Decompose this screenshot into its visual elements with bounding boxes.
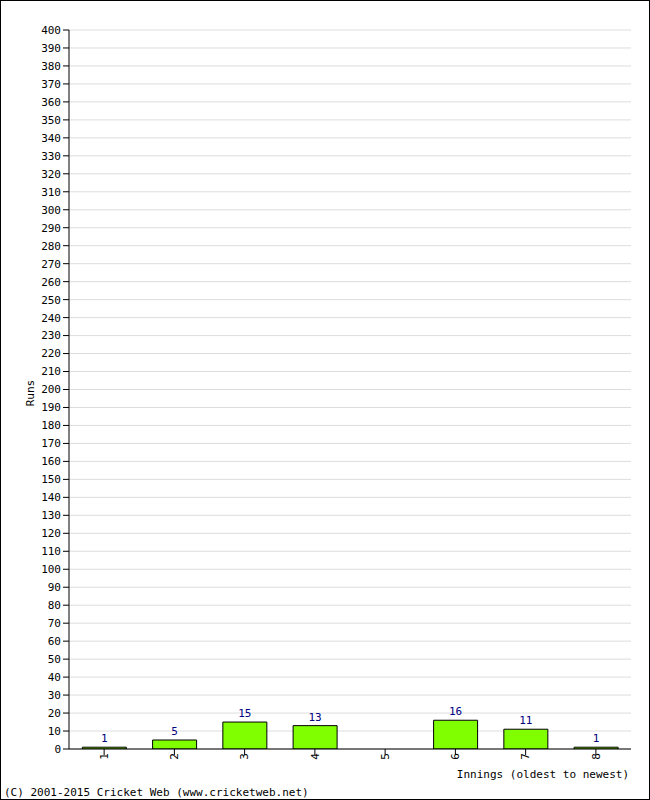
svg-text:50: 50 [48, 653, 61, 666]
svg-text:1: 1 [101, 732, 108, 745]
svg-text:320: 320 [41, 168, 61, 181]
svg-text:5: 5 [171, 725, 178, 738]
svg-text:230: 230 [41, 329, 61, 342]
svg-text:280: 280 [41, 240, 61, 253]
svg-text:300: 300 [41, 204, 61, 217]
svg-text:60: 60 [48, 635, 61, 648]
svg-text:1: 1 [593, 732, 600, 745]
svg-text:0: 0 [54, 743, 61, 756]
svg-text:200: 200 [41, 383, 61, 396]
svg-text:4: 4 [309, 753, 322, 760]
svg-text:140: 140 [41, 491, 61, 504]
svg-text:70: 70 [48, 617, 61, 630]
svg-text:11: 11 [519, 714, 532, 727]
svg-text:20: 20 [48, 707, 61, 720]
svg-text:30: 30 [48, 689, 61, 702]
svg-text:390: 390 [41, 42, 61, 55]
svg-text:340: 340 [41, 132, 61, 145]
svg-text:400: 400 [41, 24, 61, 37]
svg-text:16: 16 [449, 705, 462, 718]
svg-text:(C) 2001-2015 Cricket Web (www: (C) 2001-2015 Cricket Web (www.cricketwe… [8, 786, 309, 799]
svg-text:170: 170 [41, 437, 61, 450]
svg-text:360: 360 [41, 96, 61, 109]
svg-text:120: 120 [41, 527, 61, 540]
svg-text:220: 220 [41, 347, 61, 360]
svg-text:3: 3 [238, 753, 251, 760]
svg-text:5: 5 [379, 753, 392, 760]
svg-text:190: 190 [41, 401, 61, 414]
svg-text:370: 370 [41, 78, 61, 91]
svg-text:270: 270 [41, 258, 61, 271]
svg-text:330: 330 [41, 150, 61, 163]
svg-text:260: 260 [41, 276, 61, 289]
svg-text:150: 150 [41, 473, 61, 486]
svg-text:15: 15 [238, 707, 251, 720]
svg-text:380: 380 [41, 60, 61, 73]
svg-text:Runs: Runs [24, 380, 37, 407]
svg-text:40: 40 [48, 671, 61, 684]
svg-text:10: 10 [48, 725, 61, 738]
svg-text:Innings (oldest to newest): Innings (oldest to newest) [457, 768, 629, 781]
svg-text:110: 110 [41, 545, 61, 558]
svg-text:100: 100 [41, 563, 61, 576]
svg-text:13: 13 [308, 711, 321, 724]
svg-text:210: 210 [41, 365, 61, 378]
svg-text:80: 80 [48, 599, 61, 612]
svg-text:350: 350 [41, 114, 61, 127]
svg-text:180: 180 [41, 419, 61, 432]
svg-text:160: 160 [41, 455, 61, 468]
svg-text:290: 290 [41, 222, 61, 235]
svg-text:250: 250 [41, 294, 61, 307]
svg-text:310: 310 [41, 186, 61, 199]
svg-text:2: 2 [168, 753, 181, 760]
svg-text:1: 1 [98, 753, 111, 760]
svg-text:6: 6 [449, 753, 462, 760]
svg-text:8: 8 [590, 753, 603, 760]
svg-text:240: 240 [41, 312, 61, 325]
svg-text:130: 130 [41, 509, 61, 522]
svg-text:90: 90 [48, 581, 61, 594]
svg-text:7: 7 [519, 753, 532, 760]
